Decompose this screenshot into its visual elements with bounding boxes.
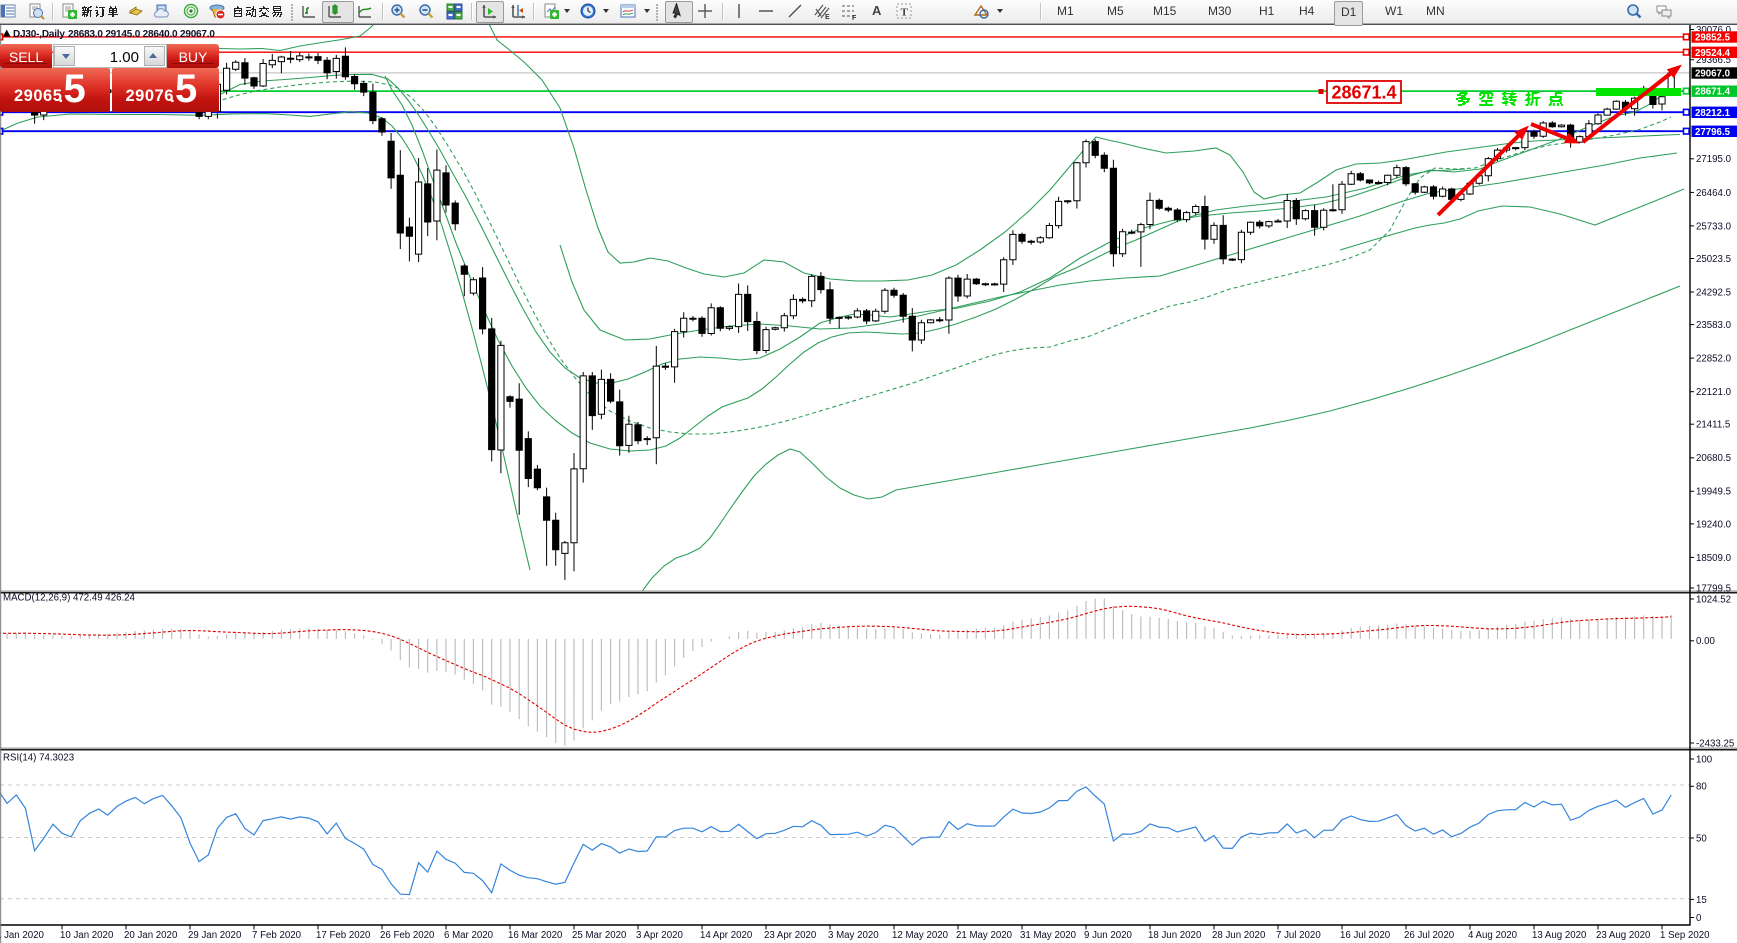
svg-text:12 May 2020: 12 May 2020 bbox=[892, 930, 949, 941]
svg-text:27195.0: 27195.0 bbox=[1696, 154, 1732, 165]
svg-text:16 Mar 2020: 16 Mar 2020 bbox=[508, 930, 563, 941]
svg-text:16 Jul 2020: 16 Jul 2020 bbox=[1340, 930, 1391, 941]
svg-text:19240.0: 19240.0 bbox=[1696, 519, 1732, 530]
svg-text:31 May 2020: 31 May 2020 bbox=[1020, 930, 1077, 941]
svg-text:22852.0: 22852.0 bbox=[1696, 354, 1732, 365]
svg-text:29067.0: 29067.0 bbox=[1695, 69, 1730, 80]
svg-text:7 Jul 2020: 7 Jul 2020 bbox=[1276, 930, 1321, 941]
svg-text:21 May 2020: 21 May 2020 bbox=[956, 930, 1013, 941]
svg-text:6 Mar 2020: 6 Mar 2020 bbox=[444, 930, 494, 941]
svg-text:0: 0 bbox=[1696, 913, 1702, 924]
svg-text:26464.0: 26464.0 bbox=[1696, 188, 1732, 199]
svg-text:1024.52: 1024.52 bbox=[1696, 594, 1731, 605]
svg-text:20 Jan 2020: 20 Jan 2020 bbox=[124, 930, 178, 941]
svg-text:23 Aug 2020: 23 Aug 2020 bbox=[1596, 930, 1651, 941]
svg-text:29524.4: 29524.4 bbox=[1695, 48, 1731, 59]
svg-text:23583.0: 23583.0 bbox=[1696, 320, 1732, 331]
svg-text:MACD(12,26,9) 472.49 426.24: MACD(12,26,9) 472.49 426.24 bbox=[3, 593, 136, 604]
svg-text:RSI(14) 74.3023: RSI(14) 74.3023 bbox=[3, 753, 74, 764]
svg-text:1 Sep 2020: 1 Sep 2020 bbox=[1660, 930, 1710, 941]
svg-text:30076.0: 30076.0 bbox=[1696, 25, 1732, 36]
svg-text:25733.0: 25733.0 bbox=[1696, 221, 1732, 232]
svg-text:26 Jul 2020: 26 Jul 2020 bbox=[1404, 930, 1455, 941]
svg-text:1 Jan 2020: 1 Jan 2020 bbox=[0, 930, 45, 941]
svg-text:-2433.25: -2433.25 bbox=[1696, 738, 1734, 749]
svg-text:T: T bbox=[901, 7, 909, 19]
svg-text:19949.5: 19949.5 bbox=[1696, 487, 1731, 498]
svg-text:17 Feb 2020: 17 Feb 2020 bbox=[316, 930, 371, 941]
svg-text:29852.5: 29852.5 bbox=[1695, 33, 1731, 44]
svg-text:3 Apr 2020: 3 Apr 2020 bbox=[636, 930, 683, 941]
svg-text:17799.5: 17799.5 bbox=[1696, 583, 1731, 594]
svg-text:23 Apr 2020: 23 Apr 2020 bbox=[764, 930, 817, 941]
svg-text:28671.4: 28671.4 bbox=[1331, 83, 1396, 103]
svg-text:100: 100 bbox=[1696, 754, 1713, 765]
svg-text:27796.5: 27796.5 bbox=[1695, 127, 1731, 138]
svg-text:28683.0 29145.0 28640.0 29067.: 28683.0 29145.0 28640.0 29067.0 bbox=[68, 29, 215, 40]
svg-text:4 Aug 2020: 4 Aug 2020 bbox=[1468, 930, 1518, 941]
svg-text:18 Jun 2020: 18 Jun 2020 bbox=[1148, 930, 1202, 941]
svg-text:E: E bbox=[825, 14, 830, 20]
svg-text:22121.0: 22121.0 bbox=[1696, 387, 1732, 398]
svg-text:14 Apr 2020: 14 Apr 2020 bbox=[700, 930, 753, 941]
svg-text:80: 80 bbox=[1696, 782, 1707, 793]
svg-text:28212.1: 28212.1 bbox=[1695, 108, 1731, 119]
svg-text:18509.0: 18509.0 bbox=[1696, 553, 1732, 564]
svg-text:20680.5: 20680.5 bbox=[1696, 453, 1731, 464]
svg-text:DJ30-,Daily: DJ30-,Daily bbox=[13, 29, 65, 40]
svg-text:28671.4: 28671.4 bbox=[1695, 87, 1731, 98]
svg-text:25 Mar 2020: 25 Mar 2020 bbox=[572, 930, 627, 941]
svg-text:25023.5: 25023.5 bbox=[1696, 254, 1731, 265]
svg-text:15: 15 bbox=[1696, 895, 1707, 906]
svg-text:7 Feb 2020: 7 Feb 2020 bbox=[252, 930, 302, 941]
svg-text:24292.5: 24292.5 bbox=[1696, 287, 1731, 298]
svg-text:26 Feb 2020: 26 Feb 2020 bbox=[380, 930, 435, 941]
svg-text:29366.5: 29366.5 bbox=[1696, 55, 1731, 66]
svg-text:28 Jun 2020: 28 Jun 2020 bbox=[1212, 930, 1266, 941]
svg-text:F: F bbox=[852, 15, 857, 20]
svg-text:13 Aug 2020: 13 Aug 2020 bbox=[1532, 930, 1587, 941]
svg-text:10 Jan 2020: 10 Jan 2020 bbox=[60, 930, 114, 941]
svg-text:50: 50 bbox=[1696, 833, 1707, 844]
svg-text:3 May 2020: 3 May 2020 bbox=[828, 930, 879, 941]
svg-text:9 Jun 2020: 9 Jun 2020 bbox=[1084, 930, 1133, 941]
svg-text:21411.5: 21411.5 bbox=[1696, 420, 1730, 431]
svg-text:0.00: 0.00 bbox=[1696, 636, 1715, 647]
svg-text:29 Jan 2020: 29 Jan 2020 bbox=[188, 930, 242, 941]
